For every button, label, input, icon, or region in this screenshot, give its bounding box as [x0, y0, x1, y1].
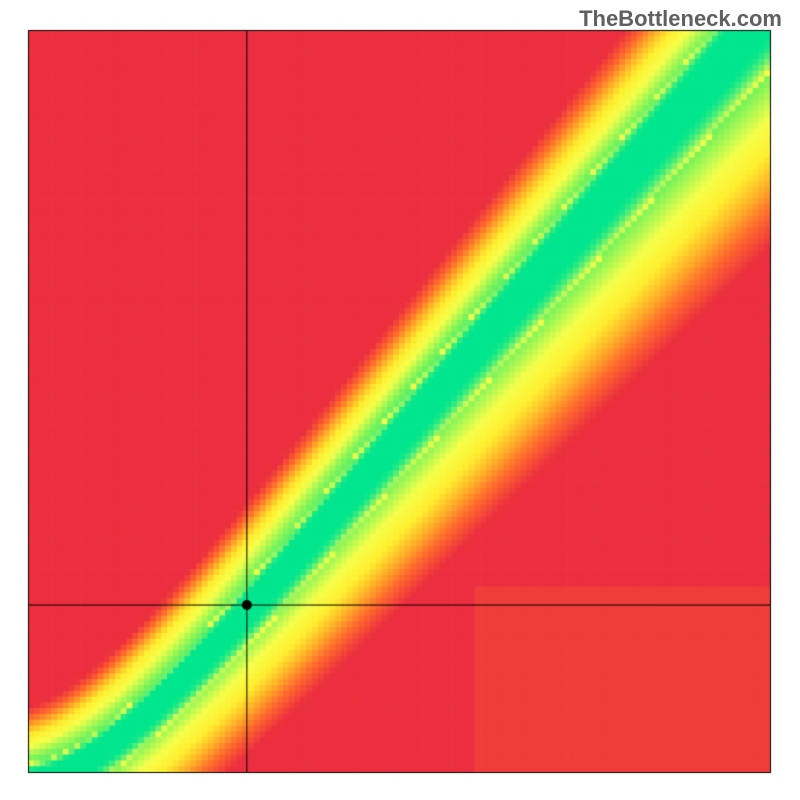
bottleneck-heatmap — [0, 0, 800, 800]
watermark-text: TheBottleneck.com — [579, 6, 782, 32]
